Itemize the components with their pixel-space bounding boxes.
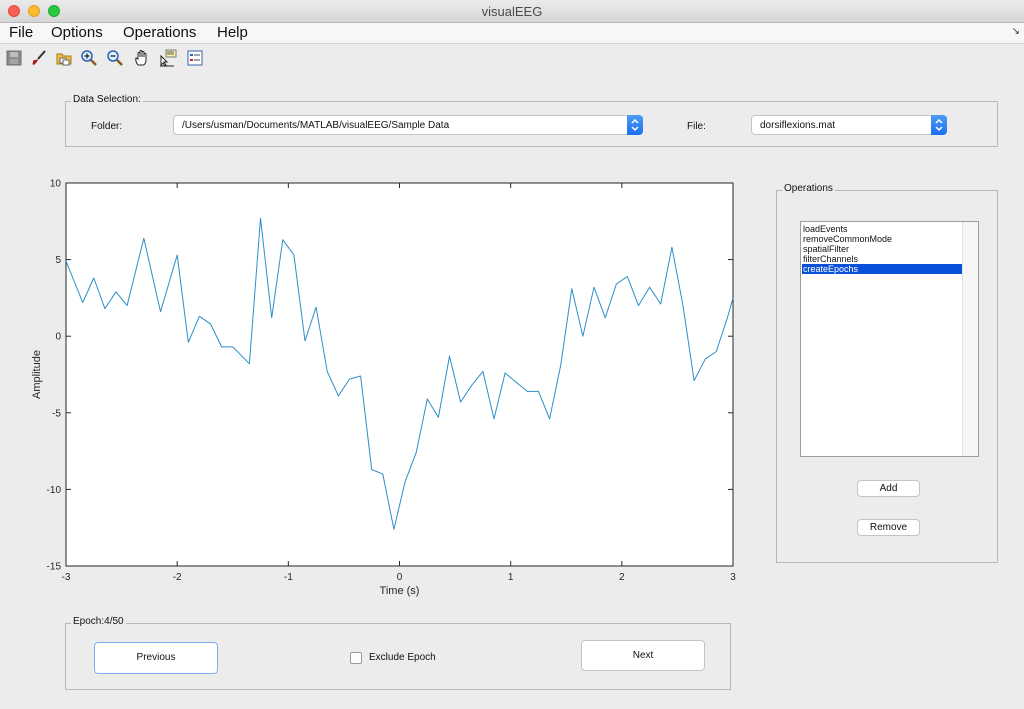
data-cursor-icon[interactable]: [158, 48, 178, 68]
menu-bar: File Options Operations Help ↘: [0, 23, 1024, 44]
epoch-legend: Epoch:4/50: [71, 616, 126, 627]
y-tick-label: 10: [50, 179, 62, 190]
zoom-out-icon[interactable]: [105, 48, 125, 68]
x-tick-label: -1: [284, 572, 293, 583]
x-axis-label: Time (s): [380, 585, 420, 597]
x-tick-label: -2: [173, 572, 182, 583]
operations-panel: Operations loadEvents removeCommonMode s…: [776, 183, 998, 563]
file-dropdown-value: dorsiflexions.mat: [760, 120, 836, 131]
menu-options[interactable]: Options: [51, 24, 103, 41]
data-selection-panel: Data Selection: Folder: /Users/usman/Doc…: [65, 94, 998, 147]
open-folder-icon[interactable]: [54, 48, 74, 68]
next-epoch-button[interactable]: Next: [581, 640, 705, 671]
x-tick-label: 3: [730, 572, 736, 583]
menu-help[interactable]: Help: [217, 24, 248, 41]
operations-legend: Operations: [782, 183, 835, 194]
folder-label: Folder:: [91, 121, 123, 132]
exclude-epoch-label: Exclude Epoch: [369, 652, 436, 663]
epoch-panel: Epoch:4/50 Previous Exclude Epoch Next: [65, 616, 731, 690]
save-icon[interactable]: [4, 48, 24, 68]
operation-item-removeCommonMode[interactable]: removeCommonMode: [803, 234, 893, 244]
menu-operations[interactable]: Operations: [123, 24, 197, 41]
x-tick-label: 2: [619, 572, 625, 583]
signal-line: [65, 217, 734, 530]
minimize-window-button[interactable]: [28, 5, 40, 17]
operations-list-scrollbar[interactable]: [962, 222, 978, 456]
file-dropdown[interactable]: dorsiflexions.mat: [751, 115, 947, 135]
y-tick-label: 0: [55, 332, 61, 343]
pan-hand-icon[interactable]: [132, 48, 152, 68]
close-window-button[interactable]: [8, 5, 20, 17]
maximize-window-button[interactable]: [48, 5, 60, 17]
operation-item-filterChannels[interactable]: filterChannels: [803, 254, 859, 264]
folder-dropdown[interactable]: /Users/usman/Documents/MATLAB/visualEEG/…: [173, 115, 643, 135]
folder-dropdown-chevron-icon[interactable]: [627, 115, 643, 135]
y-tick-label: 5: [55, 255, 61, 266]
y-axis-label: Amplitude: [31, 350, 43, 399]
data-selection-legend: Data Selection:: [71, 94, 143, 105]
y-tick-label: -10: [47, 485, 62, 496]
x-tick-label: 0: [397, 572, 403, 583]
plot-axes-area[interactable]: [65, 182, 734, 567]
toolbar: [0, 44, 1024, 72]
y-tick-label: -5: [52, 408, 61, 419]
operation-item-loadEvents[interactable]: loadEvents: [803, 224, 848, 234]
y-tick-label: -15: [47, 562, 62, 573]
menu-file[interactable]: File: [9, 24, 34, 41]
file-label: File:: [687, 121, 706, 132]
zoom-in-icon[interactable]: [79, 48, 99, 68]
window-title: visualEEG: [481, 4, 543, 19]
folder-dropdown-value: /Users/usman/Documents/MATLAB/visualEEG/…: [182, 120, 450, 131]
x-tick-label: -3: [62, 572, 71, 583]
title-bar: visualEEG: [0, 0, 1024, 23]
add-operation-button[interactable]: Add: [857, 480, 920, 497]
operation-item-spatialFilter[interactable]: spatialFilter: [803, 244, 850, 254]
previous-epoch-button[interactable]: Previous: [94, 642, 218, 674]
file-dropdown-chevron-icon[interactable]: [931, 115, 947, 135]
menu-dock-arrow-icon[interactable]: ↘: [1011, 26, 1020, 37]
remove-operation-button[interactable]: Remove: [857, 519, 920, 536]
operation-item-createEpochs[interactable]: createEpochs: [802, 264, 963, 274]
exclude-epoch-checkbox[interactable]: [350, 652, 362, 664]
operations-listbox[interactable]: loadEvents removeCommonMode spatialFilte…: [800, 221, 979, 457]
brush-icon[interactable]: [29, 48, 49, 68]
x-tick-label: 1: [508, 572, 514, 583]
legend-icon[interactable]: [185, 48, 205, 68]
